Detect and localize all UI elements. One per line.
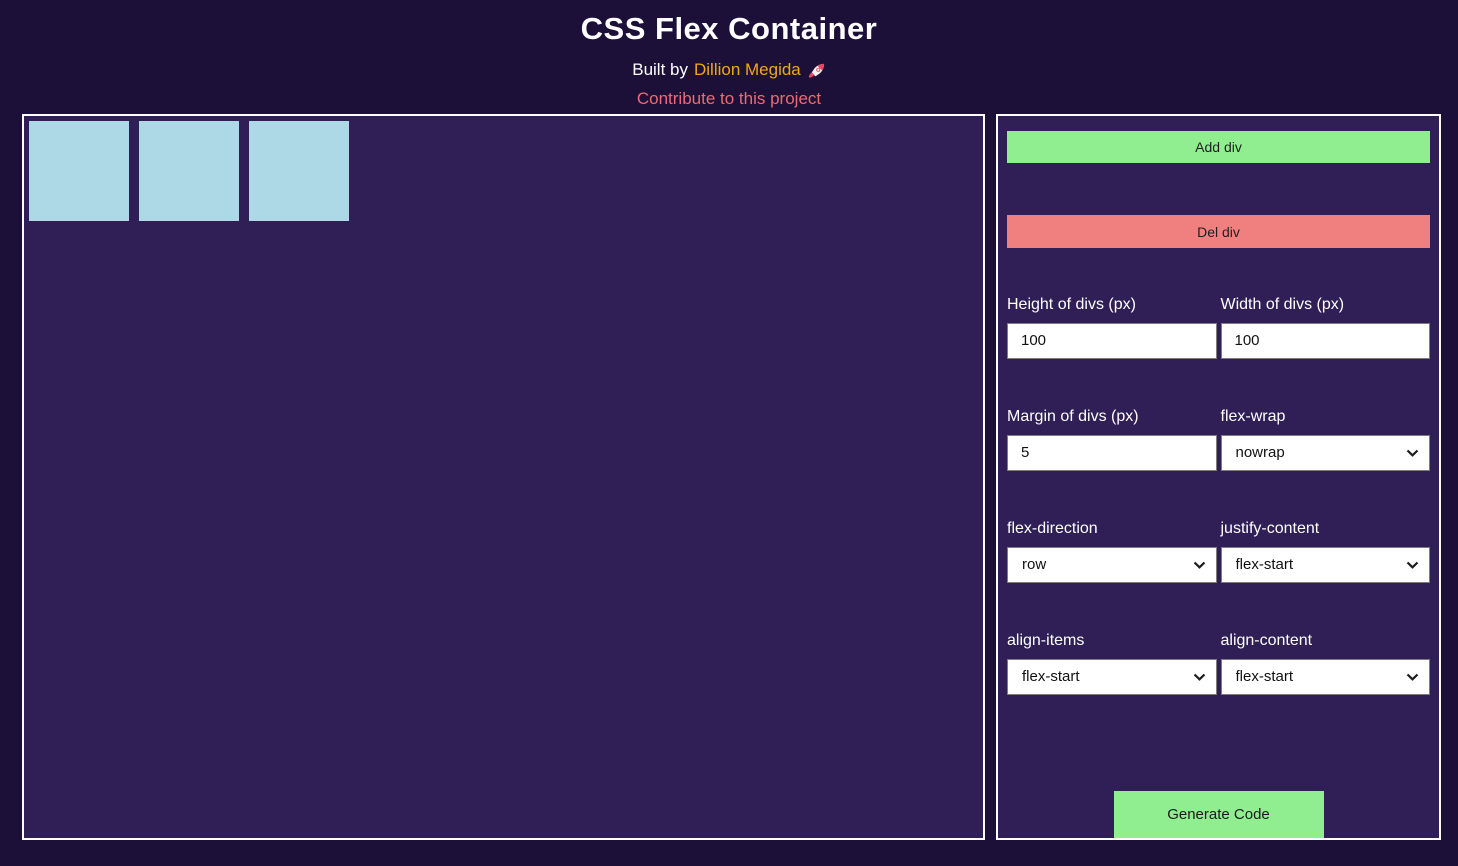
page-title: CSS Flex Container [580,11,878,46]
align-items-field-group: align-items flex-start [1007,632,1217,695]
field-row-direction-justify: flex-direction row justify-content [1007,520,1430,583]
controls-panel: Add div Del div Height of divs (px) Widt… [996,114,1441,840]
align-content-select-wrap: flex-start [1220,658,1430,695]
field-row-align: align-items flex-start align-content [1007,632,1430,695]
justify-content-select-wrap: flex-start [1220,546,1430,583]
main: Add div Del div Height of divs (px) Widt… [0,114,1458,840]
flex-playground [22,114,985,840]
rocket-icon [807,62,826,81]
built-by-text: Built by [632,60,688,79]
field-row-margin-wrap: Margin of divs (px) flex-wrap nowrap [1007,408,1430,471]
flex-box [249,121,349,221]
width-input[interactable] [1220,322,1430,359]
header: CSS Flex Container Built by Dillion Megi… [0,0,1458,114]
flex-wrap-label: flex-wrap [1220,407,1286,425]
generate-code-button[interactable]: Generate Code [1113,790,1324,838]
contribute-link[interactable]: Contribute to this project [636,89,822,108]
flex-wrap-select-wrap: nowrap [1220,434,1430,471]
height-field-group: Height of divs (px) [1007,296,1217,359]
align-items-label: align-items [1007,631,1085,649]
align-items-select-wrap: flex-start [1007,658,1217,695]
height-label: Height of divs (px) [1007,295,1136,313]
align-content-field-group: align-content flex-start [1220,631,1430,695]
justify-content-label: justify-content [1220,519,1320,537]
justify-content-field-group: justify-content flex-start [1220,519,1430,583]
flex-wrap-select[interactable]: nowrap [1220,434,1430,471]
del-div-button[interactable]: Del div [1007,215,1430,248]
align-items-select[interactable]: flex-start [1007,658,1217,695]
flex-direction-select-wrap: row [1007,546,1217,583]
margin-label: Margin of divs (px) [1007,407,1139,425]
flex-box [139,121,239,221]
flex-direction-label: flex-direction [1007,519,1098,537]
add-div-button[interactable]: Add div [1007,131,1430,164]
flex-box [29,121,129,221]
field-row-size: Height of divs (px) Width of divs (px) [1007,296,1430,359]
fields: Height of divs (px) Width of divs (px) M… [1007,296,1430,744]
flex-direction-field-group: flex-direction row [1007,520,1217,583]
flex-direction-select[interactable]: row [1007,546,1217,583]
byline: Built by Dillion Megida [0,60,1458,80]
flex-wrap-field-group: flex-wrap nowrap [1220,407,1430,471]
author-link[interactable]: Dillion Megida [693,60,801,79]
width-label: Width of divs (px) [1220,295,1345,313]
margin-field-group: Margin of divs (px) [1007,408,1217,471]
align-content-select[interactable]: flex-start [1220,658,1430,695]
height-input[interactable] [1007,322,1217,359]
justify-content-select[interactable]: flex-start [1220,546,1430,583]
align-content-label: align-content [1220,631,1313,649]
width-field-group: Width of divs (px) [1220,295,1430,359]
margin-input[interactable] [1007,434,1217,471]
